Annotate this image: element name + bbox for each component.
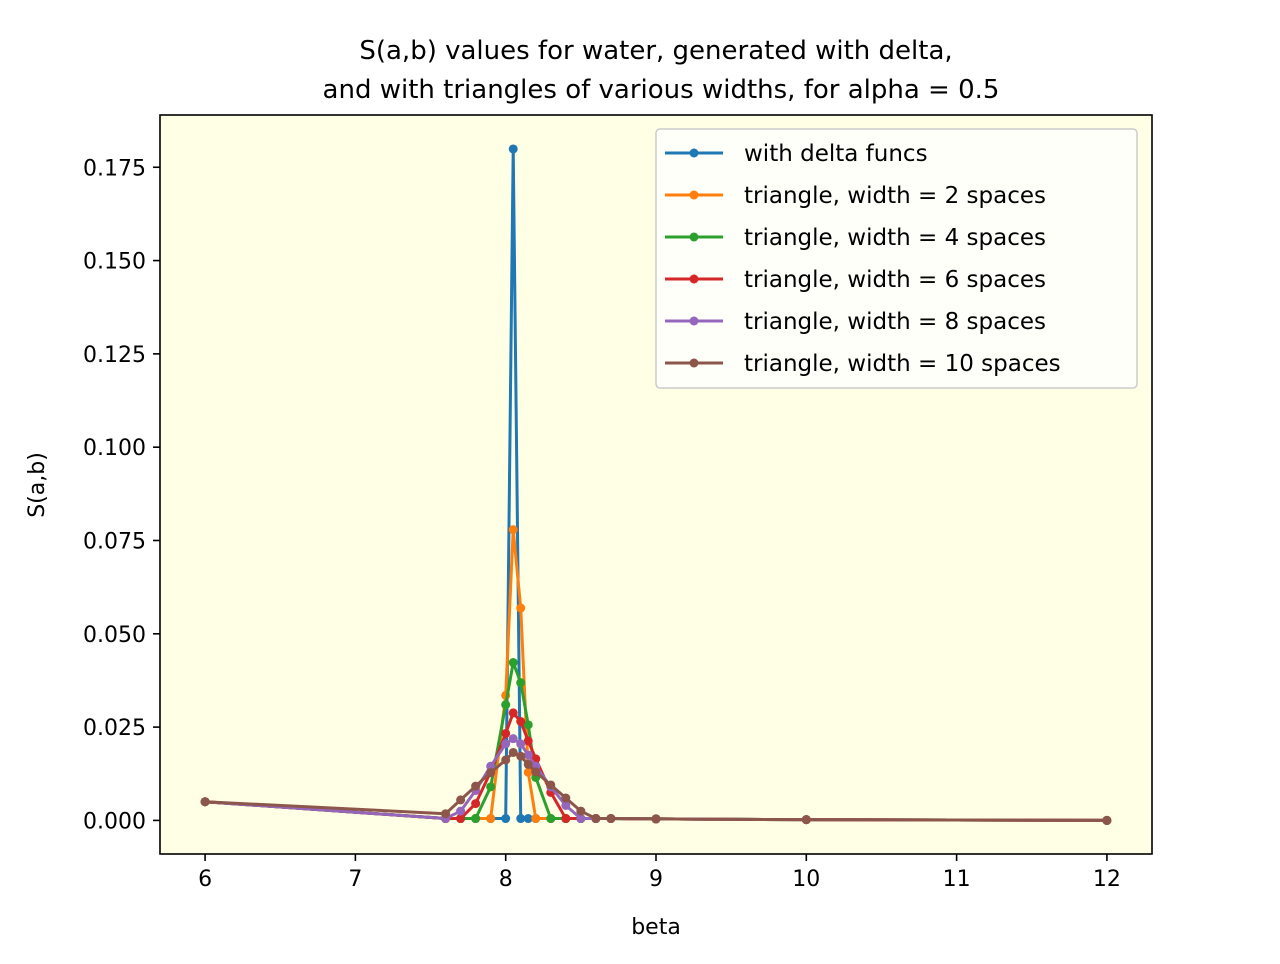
legend-item: triangle, width = 6 spaces bbox=[665, 267, 1046, 293]
x-axis-ticks: 6 7 8 9 10 11 12 bbox=[198, 854, 1121, 892]
data-point bbox=[501, 728, 511, 738]
y-tick-label: 0.175 bbox=[83, 156, 146, 181]
data-point bbox=[471, 781, 481, 791]
data-point bbox=[561, 793, 571, 803]
legend-label: with delta funcs bbox=[744, 141, 928, 167]
data-point bbox=[486, 761, 496, 771]
data-point bbox=[523, 736, 533, 746]
data-point bbox=[516, 814, 526, 824]
legend-label: triangle, width = 6 spaces bbox=[744, 267, 1046, 293]
x-tick-label: 12 bbox=[1093, 867, 1121, 892]
data-point bbox=[486, 782, 496, 792]
y-axis-label: S(a,b) bbox=[25, 452, 50, 518]
data-point bbox=[561, 800, 571, 810]
data-point bbox=[523, 814, 533, 824]
data-point bbox=[501, 739, 511, 749]
series-6 bbox=[200, 747, 1112, 825]
data-point bbox=[531, 814, 541, 824]
data-point bbox=[456, 806, 466, 816]
legend-items: with delta funcs triangle, width = 2 spac… bbox=[665, 141, 1061, 377]
data-point bbox=[516, 751, 526, 761]
y-axis-ticks: 0.000 0.025 0.050 0.075 0.100 0.125 0.150 0.175 bbox=[83, 156, 160, 834]
x-axis-label: beta bbox=[631, 915, 681, 940]
data-point bbox=[576, 814, 586, 824]
x-tick-label: 7 bbox=[348, 867, 362, 892]
data-point bbox=[456, 795, 466, 805]
data-point bbox=[523, 750, 533, 760]
legend-label: triangle, width = 10 spaces bbox=[744, 351, 1061, 377]
legend-label: triangle, width = 4 spaces bbox=[744, 225, 1046, 251]
x-tick-label: 8 bbox=[499, 867, 513, 892]
legend-frame bbox=[655, 128, 1138, 389]
data-point bbox=[523, 767, 533, 777]
legend: with delta funcs triangle, width = 2 spac… bbox=[655, 128, 1138, 389]
legend-item: triangle, width = 8 spaces bbox=[665, 309, 1046, 335]
legend-item: triangle, width = 2 spaces bbox=[665, 183, 1046, 209]
data-point bbox=[501, 814, 511, 824]
data-point bbox=[486, 768, 496, 778]
legend-label: triangle, width = 2 spaces bbox=[744, 183, 1046, 209]
data-point bbox=[516, 739, 526, 749]
data-point bbox=[561, 814, 571, 824]
legend-swatch-marker bbox=[689, 274, 699, 284]
legend-swatch-marker bbox=[689, 232, 699, 242]
legend-swatch-marker bbox=[689, 316, 699, 326]
x-tick-label: 6 bbox=[198, 867, 212, 892]
data-point bbox=[516, 603, 526, 613]
y-tick-label: 0.025 bbox=[83, 716, 146, 741]
data-point bbox=[606, 814, 616, 824]
data-point bbox=[508, 747, 518, 757]
data-point bbox=[508, 734, 518, 744]
data-point bbox=[546, 780, 556, 790]
data-point bbox=[501, 700, 511, 710]
data-point bbox=[1102, 815, 1112, 825]
axes: 6 7 8 9 10 11 12 0.000 0.025 0.050 0.075 0.100 0.12… bbox=[83, 156, 1121, 892]
y-tick-label: 0.150 bbox=[83, 250, 146, 275]
data-point bbox=[508, 525, 518, 535]
data-point bbox=[471, 814, 481, 824]
y-tick-label: 0.000 bbox=[83, 809, 146, 834]
legend-item: with delta funcs bbox=[665, 141, 928, 167]
chart-title-line-2: and with triangles of various widths, fo… bbox=[323, 75, 1000, 105]
series-layer bbox=[200, 144, 1112, 825]
data-point bbox=[651, 814, 661, 824]
data-point bbox=[523, 759, 533, 769]
data-point bbox=[441, 809, 451, 819]
data-point bbox=[576, 806, 586, 816]
data-point bbox=[546, 814, 556, 824]
legend-swatch-marker bbox=[689, 358, 699, 368]
x-tick-label: 11 bbox=[943, 867, 971, 892]
y-tick-label: 0.100 bbox=[83, 436, 146, 461]
y-tick-label: 0.125 bbox=[83, 343, 146, 368]
chart-title-line-1: S(a,b) values for water, generated with … bbox=[359, 36, 952, 66]
data-point bbox=[508, 144, 518, 154]
y-tick-label: 0.050 bbox=[83, 623, 146, 648]
data-point bbox=[531, 767, 541, 777]
x-tick-label: 9 bbox=[649, 867, 663, 892]
data-point bbox=[516, 678, 526, 688]
y-tick-label: 0.075 bbox=[83, 529, 146, 554]
legend-swatch-marker bbox=[689, 190, 699, 200]
data-point bbox=[591, 814, 601, 824]
data-point bbox=[508, 708, 518, 718]
data-point bbox=[516, 717, 526, 727]
plot-frame bbox=[159, 114, 1153, 855]
x-tick-label: 10 bbox=[792, 867, 820, 892]
legend-label: triangle, width = 8 spaces bbox=[744, 309, 1046, 335]
data-point bbox=[200, 797, 210, 807]
legend-item: triangle, width = 10 spaces bbox=[665, 351, 1061, 377]
data-point bbox=[801, 815, 811, 825]
data-point bbox=[523, 720, 533, 730]
data-point bbox=[486, 814, 496, 824]
data-point bbox=[501, 755, 511, 765]
data-point bbox=[471, 799, 481, 809]
data-point bbox=[456, 814, 466, 824]
data-point bbox=[508, 658, 518, 668]
legend-item: triangle, width = 4 spaces bbox=[665, 225, 1046, 251]
legend-swatch-marker bbox=[689, 148, 699, 158]
